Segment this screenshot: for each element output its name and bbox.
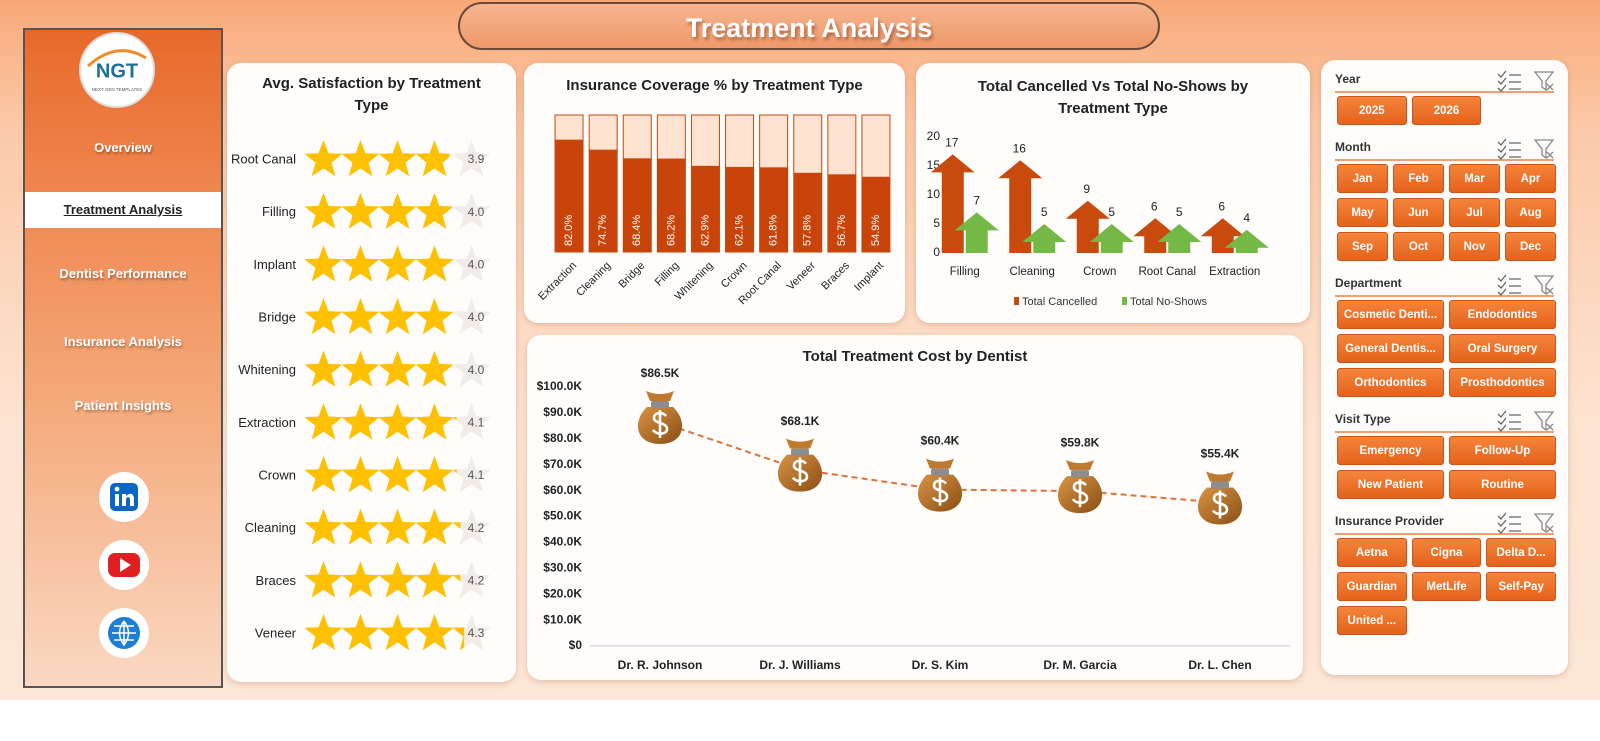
slicer-button[interactable]: Mar — [1449, 164, 1500, 193]
slicer-button[interactable]: MetLife — [1411, 572, 1482, 601]
slicer-title: Department — [1335, 276, 1402, 290]
slicer-button[interactable]: General Dentis... — [1337, 334, 1444, 363]
panel: Insurance Coverage % by Treatment Type — [524, 63, 905, 323]
slicer-divider — [1335, 91, 1554, 93]
slicer-button[interactable]: Routine — [1449, 470, 1556, 499]
slicer-button[interactable]: Nov — [1449, 232, 1500, 261]
slicer-button[interactable]: Aug — [1505, 198, 1556, 227]
slicer-button[interactable]: Emergency — [1337, 436, 1444, 465]
nav-item[interactable]: Overview — [94, 140, 152, 155]
panel: Total Cancelled Vs Total No-Shows by Tre… — [916, 63, 1310, 323]
nav-item[interactable]: Dentist Performance — [59, 266, 187, 281]
header: Treatment Analysis — [458, 2, 1160, 50]
slicer-title: Year — [1335, 72, 1361, 86]
slicer-button[interactable]: Sep — [1337, 232, 1388, 261]
panel: Total Treatment Cost by Dentist — [527, 335, 1303, 680]
slicer-divider — [1335, 533, 1554, 535]
slicer-divider — [1335, 431, 1554, 433]
slicer-title: Month — [1335, 140, 1371, 154]
slicer-button[interactable]: May — [1337, 198, 1388, 227]
slicer-button[interactable]: Jan — [1337, 164, 1388, 193]
nav-item[interactable]: Treatment Analysis — [25, 192, 221, 228]
slicer-button[interactable]: Jun — [1393, 198, 1444, 227]
slicer-button[interactable]: Self-Pay — [1486, 572, 1556, 601]
slicer-button[interactable]: Orthodontics — [1337, 368, 1444, 397]
slicer-button[interactable]: New Patient — [1337, 470, 1444, 499]
nav-item[interactable]: Insurance Analysis — [63, 334, 182, 349]
slicer-button[interactable]: Jul — [1449, 198, 1500, 227]
slicer-button[interactable]: Apr — [1505, 164, 1556, 193]
slicer-button[interactable]: Cosmetic Denti... — [1337, 300, 1444, 329]
slicer-title: Visit Type — [1335, 412, 1391, 426]
sidebar: Overview Treatment Analysis Dentist Perfor… — [23, 28, 223, 688]
slicer-button[interactable]: Follow-Up — [1449, 436, 1556, 465]
slicer-button[interactable]: Cigna — [1411, 538, 1482, 567]
slicer-button[interactable]: Feb — [1393, 164, 1444, 193]
chart-title: Total Treatment Cost by Dentist — [802, 348, 1028, 365]
slicer-button[interactable]: Prosthodontics — [1449, 368, 1556, 397]
chart-title: Avg. Satisfaction by Treatment Type — [262, 75, 481, 114]
page-title: Treatment Analysis — [685, 13, 933, 43]
slicer-button[interactable]: United ... — [1337, 606, 1407, 635]
slicer-button[interactable]: Oral Surgery — [1449, 334, 1556, 363]
panel: Avg. Satisfaction by Treatment Type — [227, 63, 516, 682]
slicer-button[interactable]: Dec — [1505, 232, 1556, 261]
slicer-divider — [1335, 159, 1554, 161]
slicer-button[interactable]: Oct — [1393, 232, 1444, 261]
chart-title: Total Cancelled Vs Total No-Shows by Tre… — [977, 78, 1249, 117]
slicer-button[interactable]: Delta D... — [1486, 538, 1556, 567]
nav-item[interactable]: Patient Insights — [74, 398, 172, 413]
slicer-button[interactable]: 2026 — [1411, 96, 1482, 125]
slicer-button[interactable]: Endodontics — [1449, 300, 1556, 329]
slicer-button[interactable]: 2025 — [1337, 96, 1407, 125]
slicer-button[interactable]: Aetna — [1337, 538, 1407, 567]
slicer-title: Insurance Provider — [1335, 514, 1444, 528]
slicer-panel: Year 2025 2026 Month Jan Feb Mar Apr May Jun Jul Au… — [1321, 60, 1568, 675]
slicer-divider — [1335, 295, 1554, 297]
chart-title: Insurance Coverage % by Treatment Type — [566, 77, 863, 94]
slicer-button[interactable]: Guardian — [1337, 572, 1407, 601]
